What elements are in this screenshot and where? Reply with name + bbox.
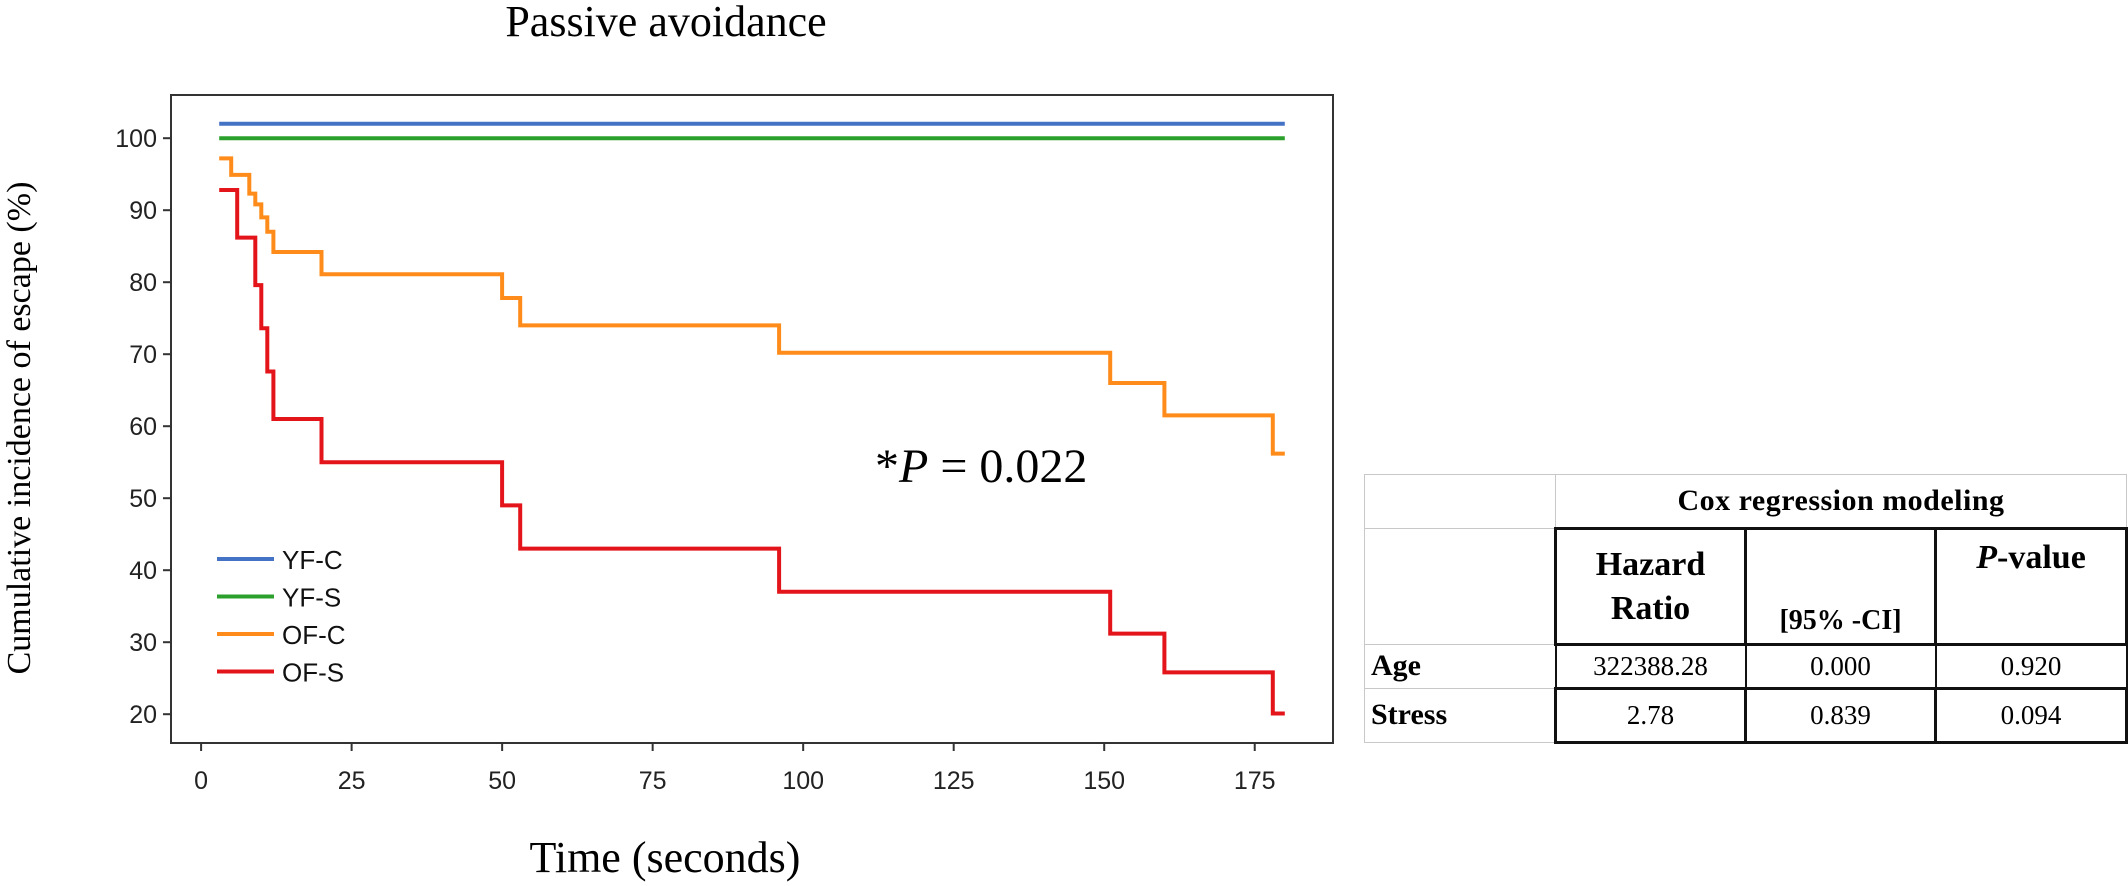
- y-tick-label: 100: [115, 125, 157, 153]
- table-row: Age 322388.28 0.000 0.920: [1364, 643, 2128, 689]
- table-row: Stress 2.78 0.839 0.094: [1364, 686, 2128, 744]
- p-value-prefix: *: [875, 440, 899, 493]
- x-tick-label: 100: [782, 767, 824, 795]
- legend-label-of-s: OF-S: [282, 658, 344, 688]
- y-tick-label: 90: [129, 197, 157, 225]
- hazard-ratio-cell: 2.78: [1554, 686, 1747, 744]
- y-tick-label: 30: [129, 629, 157, 657]
- legend: YF-C YF-S OF-C OF-S: [217, 545, 346, 688]
- table-corner-cell: [1364, 473, 1556, 530]
- y-tick-label: 70: [129, 341, 157, 369]
- p-header-rest: -value: [1997, 539, 2086, 577]
- y-ticks: 20 30 40 50 60 70 80 90 100: [115, 125, 171, 729]
- x-tick-label: 150: [1083, 767, 1125, 795]
- p-value-cell: 0.094: [1933, 686, 2128, 744]
- y-tick-label: 20: [129, 701, 157, 729]
- p-value-cell: 0.920: [1934, 643, 2128, 689]
- x-tick-label: 25: [338, 767, 366, 795]
- x-axis-label: Time (seconds): [530, 833, 801, 882]
- legend-label-yf-s: YF-S: [282, 583, 341, 613]
- p-value-symbol: P: [898, 440, 928, 493]
- legend-label-yf-c: YF-C: [282, 545, 343, 575]
- table-empty-head: [1364, 528, 1556, 645]
- chart-title: Passive avoidance: [505, 0, 826, 46]
- p-value-header: P-value: [1933, 527, 2128, 646]
- x-tick-label: 75: [639, 767, 667, 795]
- ci-cell: 0.000: [1744, 643, 1937, 689]
- table-caption: Cox regression modeling: [1554, 473, 2128, 530]
- legend-label-of-c: OF-C: [282, 620, 346, 650]
- x-tick-label: 175: [1234, 767, 1276, 795]
- y-tick-label: 50: [129, 485, 157, 513]
- series-line-of-c: [219, 156, 1285, 456]
- p-value-text: = 0.022: [928, 440, 1087, 493]
- x-ticks: 0 25 50 75 100 125 150 175: [194, 743, 1276, 795]
- x-tick-label: 50: [488, 767, 516, 795]
- x-tick-label: 125: [933, 767, 975, 795]
- y-tick-label: 60: [129, 413, 157, 441]
- y-tick-label: 40: [129, 557, 157, 585]
- ci-header: [95% -CI]: [1744, 527, 1937, 646]
- row-label: Stress: [1364, 687, 1556, 743]
- row-label: Age: [1364, 643, 1556, 689]
- series-lines: [219, 121, 1285, 716]
- p-header-italic: P: [1976, 539, 1998, 577]
- cox-regression-table: Cox regression modeling Hazard Ratio [95…: [1364, 473, 2128, 744]
- y-tick-label: 80: [129, 269, 157, 297]
- hazard-ratio-cell: 322388.28: [1554, 643, 1747, 689]
- p-value-annotation: *P = 0.022: [875, 440, 1087, 493]
- series-line-of-s: [219, 188, 1285, 716]
- x-tick-label: 0: [194, 767, 208, 795]
- hazard-ratio-header: Hazard Ratio: [1554, 527, 1747, 646]
- ci-cell: 0.839: [1744, 686, 1937, 744]
- hazard-header-line1: Hazard: [1595, 545, 1706, 583]
- hazard-header-line2: Ratio: [1610, 589, 1691, 627]
- y-axis-label: Cumulative incidence of escape (%): [1, 182, 38, 675]
- plot-frame: [170, 94, 1334, 744]
